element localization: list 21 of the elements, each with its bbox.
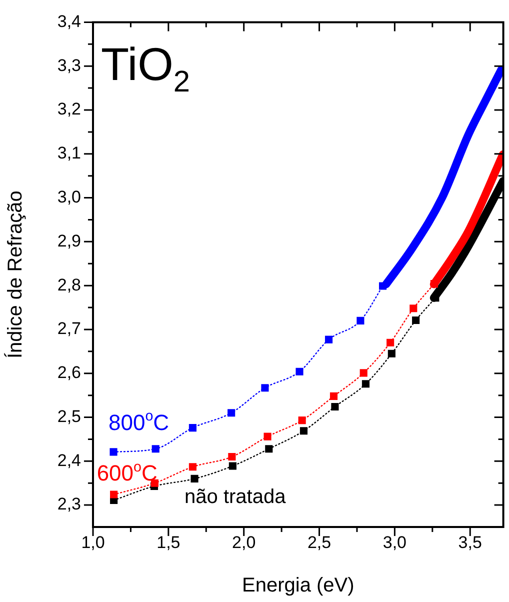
y-tick-label: 2,9: [57, 231, 81, 250]
y-tick-label: 3,4: [57, 12, 81, 31]
x-tick-label: 2,5: [307, 532, 332, 552]
y-tick-label: 3,3: [57, 56, 81, 75]
y-tick-label: 2,6: [57, 363, 81, 382]
y-tick-label: 2,5: [57, 406, 81, 426]
x-tick-label: 1,0: [81, 532, 105, 552]
y-tick-label: 3,2: [57, 100, 81, 119]
x-tick-label: 3,5: [458, 532, 482, 552]
x-tick-label: 2,0: [232, 532, 256, 552]
y-tick-label: 3,0: [57, 187, 81, 206]
x-tick-label: 3,0: [382, 532, 407, 552]
y-tick-label: 2,7: [57, 319, 81, 338]
x-tick-label: 1,5: [156, 532, 180, 552]
y-tick-label: 3,1: [57, 144, 81, 163]
series-label: não tratada: [184, 486, 287, 508]
y-tick-label: 2,8: [57, 275, 81, 294]
x-axis-title: Energia (eV): [242, 574, 354, 597]
y-axis-title: Índice de Refração: [4, 190, 27, 359]
y-tick-label: 2,3: [57, 494, 81, 514]
y-tick-label: 2,4: [57, 450, 81, 470]
